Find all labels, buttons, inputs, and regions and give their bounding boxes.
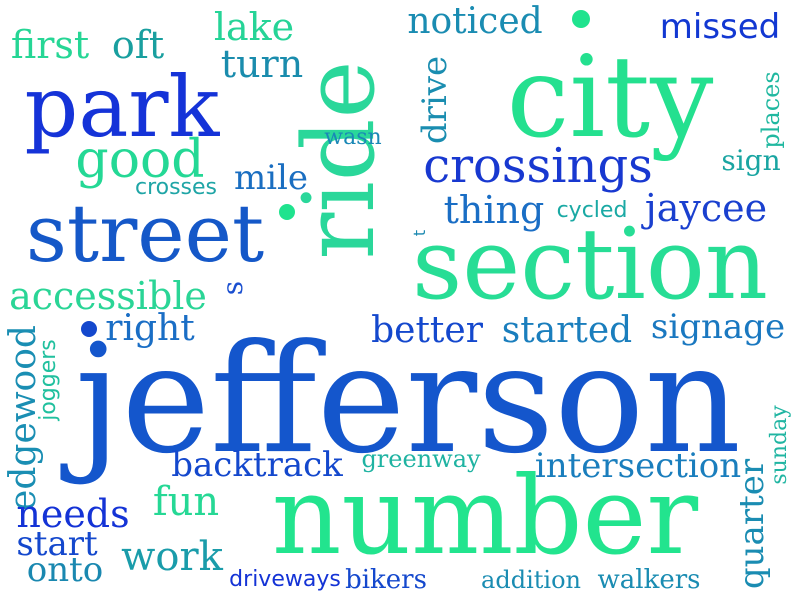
word-jaycee: jaycee — [644, 186, 768, 230]
word-first: first — [10, 23, 90, 67]
word-drive: drive — [415, 55, 455, 145]
word-backtrack: backtrack — [171, 445, 343, 485]
word-better: better — [371, 310, 483, 351]
word-joggers: joggers — [36, 339, 61, 421]
word-fun: fun — [152, 479, 220, 525]
word-mile: mile — [233, 158, 309, 198]
word-signage: signage — [650, 307, 786, 347]
word-missed: missed — [659, 7, 781, 47]
word-thing: thing — [443, 188, 545, 232]
word-street: street — [25, 187, 265, 280]
word-addition: addition — [481, 566, 581, 594]
word-s: s — [216, 280, 249, 296]
word-needs: needs — [16, 492, 130, 536]
word-right: right — [105, 308, 195, 349]
word-greenway: greenway — [361, 445, 481, 473]
word-number: number — [271, 454, 699, 579]
word-noticed: noticed — [407, 1, 543, 42]
word-accessible: accessible — [9, 274, 207, 318]
word-quarter: quarter — [732, 458, 772, 590]
word-bikers: bikers — [345, 565, 427, 595]
word-crosses: crosses — [134, 175, 218, 200]
word-start: start — [16, 524, 98, 564]
word-onto: onto — [26, 550, 104, 590]
word-intersection: intersection — [534, 446, 742, 486]
word-city: city — [506, 33, 714, 163]
word-good: good — [75, 130, 205, 190]
word-turn: turn — [220, 42, 304, 86]
word-t: t — [410, 229, 429, 237]
word-cycled: cycled — [556, 198, 628, 223]
word-sign: sign — [721, 144, 781, 177]
dot-left — [81, 321, 97, 337]
word-started: started — [501, 310, 633, 351]
word-places: places — [757, 71, 785, 149]
word-oft: oft — [111, 23, 165, 67]
word-park: park — [24, 58, 220, 156]
word-wasn: wasn — [324, 125, 382, 150]
word-sunday: sunday — [767, 405, 792, 485]
word-work: work — [121, 534, 223, 580]
word-walkers: walkers — [597, 565, 701, 595]
word-section: section — [411, 208, 769, 322]
word-jefferson: jefferson — [74, 313, 742, 487]
dot-top — [572, 10, 590, 28]
dot-middle — [279, 204, 295, 220]
word-driveways: driveways — [229, 567, 341, 592]
word-lake: lake — [213, 5, 295, 49]
word-crossings: crossings — [423, 138, 653, 194]
